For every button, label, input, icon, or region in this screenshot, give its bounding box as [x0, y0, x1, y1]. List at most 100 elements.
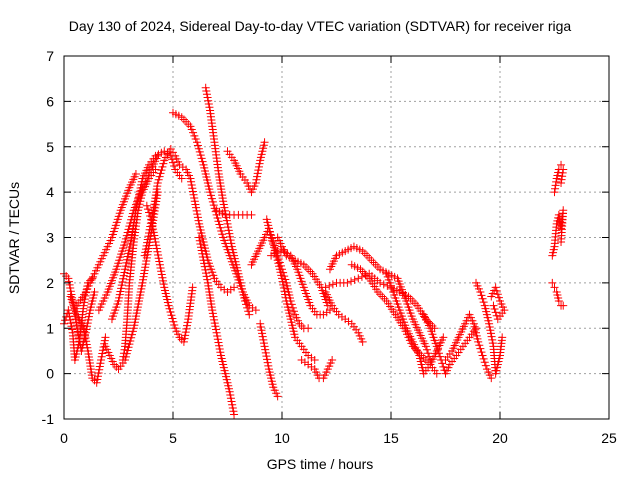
data-point [137, 180, 146, 189]
x-tick-label: 10 [274, 430, 290, 446]
data-point [142, 241, 151, 250]
data-point [289, 307, 298, 316]
y-tick-label: 3 [46, 230, 54, 246]
data-point [192, 206, 201, 215]
data-point [498, 333, 507, 342]
data-point [208, 197, 217, 206]
data-point [297, 321, 306, 330]
data-point [255, 159, 264, 168]
data-point [559, 301, 568, 310]
data-point [354, 274, 363, 283]
data-point [125, 243, 134, 252]
data-point [256, 319, 265, 328]
data-point [439, 362, 448, 371]
data-point [95, 365, 104, 374]
data-point [123, 228, 132, 237]
data-point [154, 175, 163, 184]
data-point [186, 122, 195, 131]
data-point [557, 160, 566, 169]
data-point [373, 262, 382, 271]
data-point [90, 287, 99, 296]
data-point [194, 144, 203, 153]
data-point [279, 280, 288, 289]
data-point [197, 246, 206, 255]
data-point [225, 232, 234, 241]
data-point [82, 340, 91, 349]
data-point [213, 332, 222, 341]
data-point [119, 349, 128, 358]
data-point [220, 203, 229, 212]
data-point [187, 125, 196, 134]
data-point [157, 166, 166, 175]
data-point [272, 252, 281, 261]
data-point [199, 256, 208, 265]
data-point [169, 317, 178, 326]
data-point [204, 96, 213, 105]
data-point [114, 297, 123, 306]
data-point [186, 174, 195, 183]
data-point [226, 391, 235, 400]
data-point [125, 340, 134, 349]
data-point [140, 251, 149, 260]
data-point [201, 265, 210, 274]
data-point [263, 355, 272, 364]
data-point [200, 262, 209, 271]
data-point [198, 157, 207, 166]
data-point [254, 162, 263, 171]
data-point [263, 358, 272, 367]
data-point [260, 342, 269, 351]
data-point [216, 223, 225, 232]
data-point [115, 293, 124, 302]
data-point [240, 297, 249, 306]
data-point [188, 283, 197, 292]
data-point [193, 141, 202, 150]
data-point [123, 255, 132, 264]
data-point [147, 218, 156, 227]
data-point [191, 200, 200, 209]
data-point [168, 314, 177, 323]
data-point [147, 215, 156, 224]
data-point [225, 229, 234, 238]
data-point [192, 203, 201, 212]
data-point [82, 337, 91, 346]
data-point [321, 283, 330, 292]
data-point [243, 303, 252, 312]
y-axis-label: SDTVAR / TECUs [6, 181, 22, 295]
data-point [191, 135, 200, 144]
data-point [554, 297, 563, 306]
x-tick-label: 15 [383, 430, 399, 446]
data-point [371, 260, 380, 269]
data-point [202, 90, 211, 99]
data-point [184, 120, 193, 129]
data-point [310, 356, 319, 365]
data-point [489, 301, 498, 310]
data-point [559, 165, 568, 174]
data-point [88, 274, 97, 283]
y-tick-label: 6 [46, 93, 54, 109]
data-point [259, 335, 268, 344]
data-point [251, 179, 260, 188]
data-point [493, 290, 502, 299]
data-point [115, 290, 124, 299]
data-point [195, 147, 204, 156]
data-point [197, 243, 206, 252]
data-point [84, 312, 93, 321]
data-point [183, 318, 192, 327]
data-point [65, 280, 74, 289]
data-point [179, 337, 188, 346]
data-point [64, 306, 73, 315]
data-point [198, 249, 207, 258]
data-point [170, 162, 179, 171]
data-point [262, 352, 271, 361]
data-point [347, 277, 356, 286]
data-point [244, 307, 253, 316]
data-point [304, 324, 313, 333]
data-point [143, 235, 152, 244]
data-point [271, 249, 280, 258]
data-point [157, 270, 166, 279]
data-point [167, 311, 176, 320]
data-point [476, 344, 485, 353]
data-point [156, 263, 165, 272]
data-point [200, 259, 209, 268]
data-point [211, 325, 220, 334]
